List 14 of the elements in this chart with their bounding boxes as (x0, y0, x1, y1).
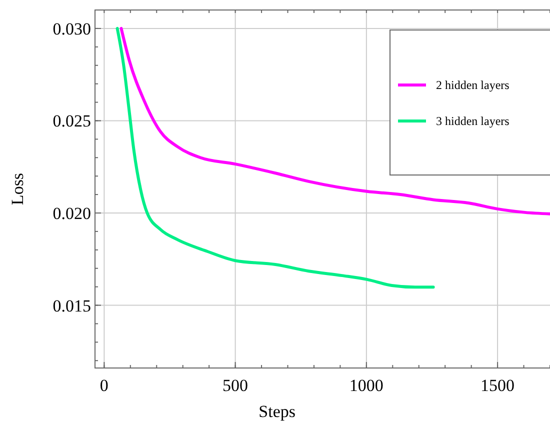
y-tick-label: 0.015 (52, 296, 91, 316)
line-series (120, 26, 550, 216)
legend-label: 2 hidden layers (436, 78, 510, 92)
x-tick-label: 500 (222, 376, 248, 395)
x-tick-label: 1000 (349, 376, 384, 395)
y-tick-label: 0.025 (52, 112, 91, 131)
x-tick-label: 1500 (480, 376, 515, 395)
legend-label: 3 hidden layers (436, 114, 510, 128)
line-series (116, 26, 435, 289)
x-tick-label: 0 (100, 376, 108, 395)
y-tick-label: 0.020 (52, 204, 91, 223)
y-tick-label: 0.030 (52, 19, 91, 38)
y-axis-title: Loss (8, 172, 27, 206)
x-axis-title: Steps (258, 402, 296, 421)
